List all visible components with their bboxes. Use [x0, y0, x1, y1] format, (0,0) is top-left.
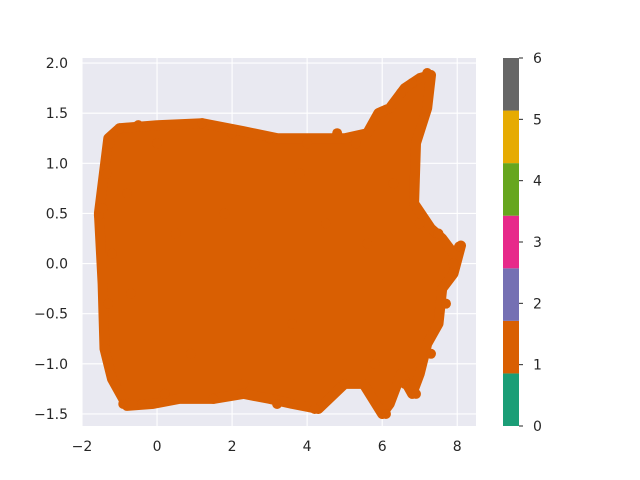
scatter-point	[118, 398, 129, 409]
scatter-point	[105, 138, 116, 149]
scatter-point	[185, 348, 196, 359]
scatter-point	[362, 238, 373, 249]
scatter-point	[264, 133, 275, 144]
y-tick-label: 1.0	[46, 156, 68, 172]
scatter-point	[388, 178, 399, 189]
scatter-point	[152, 138, 163, 149]
scatter-point	[170, 228, 181, 239]
x-tick-label: 4	[303, 439, 312, 455]
scatter-point	[110, 378, 121, 389]
colorbar-tick-label: 3	[533, 235, 542, 251]
colorbar-segment	[503, 58, 519, 111]
scatter-point	[302, 138, 313, 149]
scatter-point	[101, 168, 112, 179]
y-tick-label: 0.0	[46, 257, 68, 273]
scatter-point	[249, 258, 260, 269]
colorbar-segment	[503, 373, 519, 426]
x-tick-label: 2	[228, 439, 237, 455]
colorbar-segment	[503, 268, 519, 321]
scatter-point	[369, 358, 380, 369]
scatter-point	[137, 398, 148, 409]
scatter-point	[133, 120, 144, 131]
colorbar-tick-label: 4	[533, 174, 542, 190]
colorbar-tick-label: 1	[533, 358, 542, 374]
scatter-point	[410, 388, 421, 399]
scatter-point	[448, 258, 459, 269]
scatter-point	[287, 318, 298, 329]
scatter-point	[395, 88, 406, 99]
scatter-point	[227, 128, 238, 139]
y-tick-label: −0.5	[34, 307, 68, 323]
scatter-points	[93, 68, 465, 419]
scatter-point	[377, 108, 388, 119]
y-tick-label: −1.0	[34, 357, 68, 373]
colorbar	[503, 58, 519, 426]
y-axis-tick-labels: −1.5 −1.0 −0.5 0.0 0.5 1.0 1.5 2.0	[34, 56, 68, 423]
scatter-point	[454, 241, 465, 252]
dense-point-region	[93, 70, 466, 419]
scatter-point	[339, 378, 350, 389]
scatter-point	[380, 408, 391, 419]
scatter-point	[332, 128, 343, 139]
x-tick-label: −2	[72, 439, 93, 455]
scatter-point	[97, 203, 108, 214]
scatter-point	[125, 288, 136, 299]
scatter-point	[414, 218, 425, 229]
scatter-point	[114, 123, 125, 134]
colorbar-segment	[503, 110, 519, 164]
y-tick-label: 1.5	[46, 106, 68, 122]
scatter-point	[294, 168, 305, 179]
scatter-point	[309, 403, 320, 414]
scatter-point	[440, 298, 451, 309]
scatter-point	[433, 228, 444, 239]
scatter-point	[350, 138, 361, 149]
scatter-point	[320, 218, 331, 229]
x-tick-label: 6	[378, 439, 387, 455]
colorbar-tick-labels: 0 1 2 3 4 5 6	[519, 51, 542, 435]
colorbar-segment	[503, 163, 519, 216]
scatter-point	[159, 388, 170, 399]
scatter-point	[208, 393, 219, 404]
colorbar-tick-label: 0	[533, 419, 542, 435]
scatter-point	[122, 188, 133, 199]
scatter-point	[399, 378, 410, 389]
x-tick-label: 0	[153, 439, 162, 455]
scatter-point	[103, 298, 114, 309]
colorbar-segment	[503, 320, 519, 374]
x-axis-tick-labels: −2 0 2 4 6 8	[72, 439, 462, 455]
scatter-point	[407, 78, 418, 89]
point-cloud	[93, 70, 466, 419]
scatter-point	[197, 118, 208, 129]
x-tick-label: 8	[453, 439, 462, 455]
scatter-point	[100, 343, 111, 354]
y-tick-label: 2.0	[46, 56, 68, 72]
scatter-point	[238, 378, 249, 389]
y-tick-label: −1.5	[34, 407, 68, 423]
scatter-point	[425, 348, 436, 359]
colorbar-tick-label: 6	[533, 51, 542, 67]
colorbar-tick-label: 2	[533, 296, 542, 312]
scatter-point	[272, 398, 283, 409]
colorbar-segment	[503, 215, 519, 269]
scatter-point	[422, 68, 433, 79]
scatter-point	[219, 208, 230, 219]
y-tick-label: 0.5	[46, 206, 68, 222]
colorbar-tick-label: 5	[533, 112, 542, 128]
scatter-point	[107, 248, 118, 259]
